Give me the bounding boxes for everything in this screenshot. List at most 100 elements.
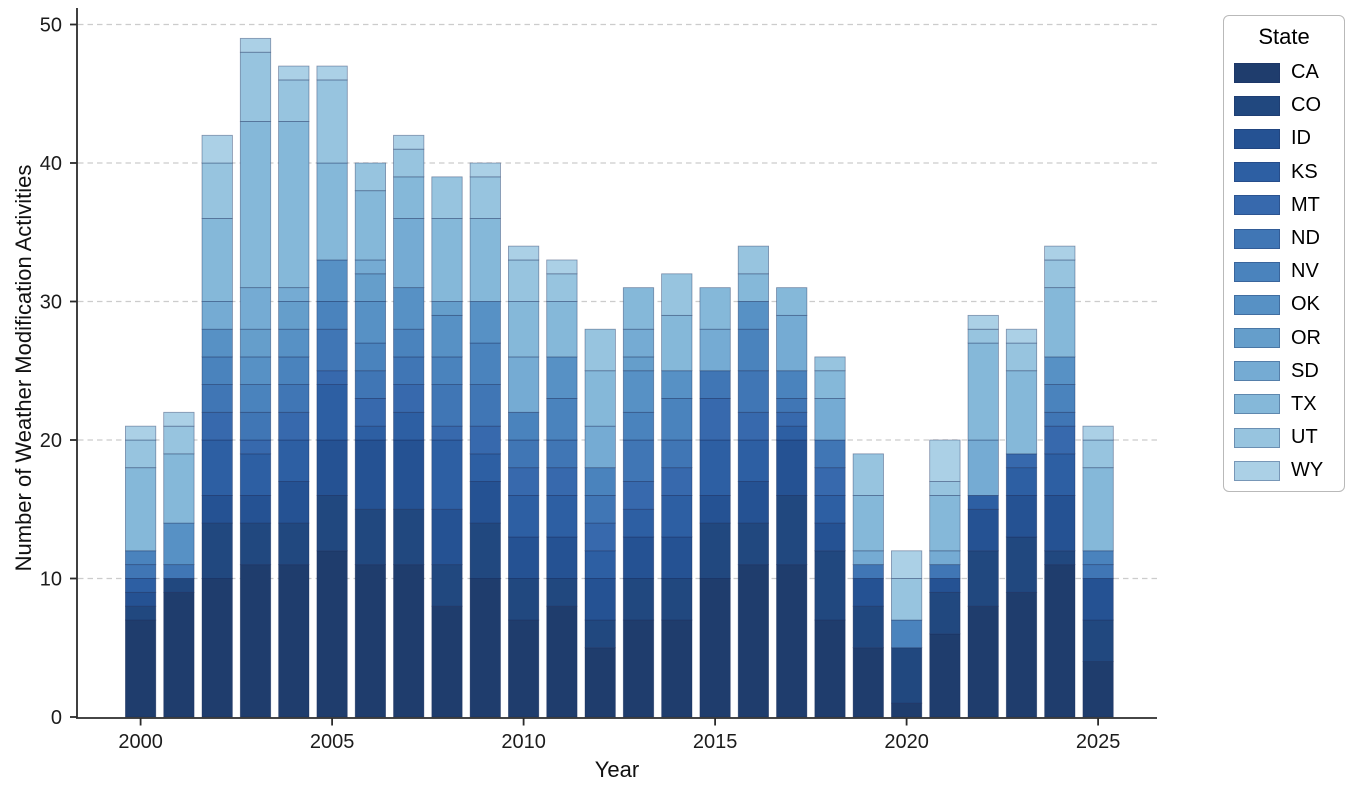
bar-segment-2024-NV (1044, 384, 1076, 413)
bar-segment-2008-CO (431, 564, 463, 607)
bar-segment-2004-WY (278, 65, 310, 81)
bar-segment-2006-CO (354, 508, 387, 566)
bar-segment-2022-TX (967, 342, 999, 441)
bar-segment-2015-CA (699, 578, 731, 718)
bar-segment-2005-NV (316, 301, 348, 330)
legend-label-MT: MT (1291, 193, 1320, 216)
bar-segment-2016-ND (737, 370, 770, 413)
bar-segment-2010-MT (507, 467, 540, 496)
bar-segment-2009-ID (469, 481, 501, 524)
bar-segment-2011-ID (546, 536, 578, 579)
bar-segment-2004-UT (278, 79, 310, 122)
legend-entries: CA CO ID KS MT ND NV OK OR SD TX UT WY (1234, 56, 1344, 487)
y-tick-label-20: 20 (40, 430, 62, 452)
y-axis-title: Number of Weather Modification Activitie… (11, 164, 36, 572)
bar-segment-2001-TX (163, 453, 195, 524)
legend-label-OR: OR (1291, 326, 1321, 349)
bar-segment-2010-SD (507, 356, 540, 413)
bar-segment-2013-MT (622, 481, 655, 510)
bar-segment-2003-SD (239, 287, 272, 330)
bar-segment-2000-ND (125, 564, 157, 579)
bar-segment-2016-MT (737, 411, 770, 441)
bar-segment-2022-UT (967, 328, 999, 344)
bar-segment-2003-KS (239, 453, 272, 496)
bar-segment-2023-CA (1005, 591, 1038, 718)
legend-swatch-NV (1234, 261, 1280, 282)
bar-segment-2017-TX (776, 287, 808, 316)
legend-label-TX: TX (1291, 392, 1317, 415)
bar-segment-2012-CA (584, 647, 616, 718)
bar-segment-2000-TX (125, 467, 157, 552)
bar-segment-2009-OK (469, 301, 501, 344)
bar-segment-2024-ID (1044, 494, 1076, 552)
bar-segment-2011-UT (546, 273, 578, 302)
y-tick-label-0: 0 (51, 707, 62, 729)
bar-segment-2012-SD (584, 425, 616, 469)
bar-segment-2012-TX (584, 370, 616, 427)
bar-segment-2000-UT (125, 439, 157, 469)
bar-segment-2012-NV (584, 467, 616, 496)
bar-segment-2004-MT (278, 411, 310, 441)
bar-segment-2011-MT (546, 467, 578, 496)
bar-segment-2023-KS (1005, 467, 1038, 496)
bar-segment-2018-ID (814, 522, 846, 552)
legend-entry-KS: KS (1234, 156, 1344, 189)
bar-segment-2020-UT (891, 578, 923, 621)
bar-segment-2014-ID (661, 536, 693, 579)
bar-segment-2018-MT (814, 467, 846, 496)
bar-segment-2023-ID (1005, 494, 1038, 538)
legend-label-ND: ND (1291, 227, 1320, 250)
bar-segment-2007-OK (393, 287, 425, 330)
bar-segment-2006-NV (354, 342, 387, 372)
bar-segment-2021-SD (929, 550, 961, 566)
bar-segment-2025-CO (1082, 619, 1114, 662)
bar-segment-2017-ID (776, 439, 808, 496)
bar-segment-2001-WY (163, 411, 195, 427)
bar-segment-2004-OK (278, 328, 310, 358)
bar-segment-2020-CO (891, 647, 923, 704)
bar-segment-2015-MT (699, 398, 731, 441)
bar-segment-2013-ID (622, 536, 655, 579)
bar-segment-2002-ND (201, 384, 233, 413)
bar-segment-2003-OR (239, 328, 272, 358)
x-tick-label-2015: 2015 (693, 731, 738, 753)
bar-segment-2007-ND (393, 356, 425, 385)
bar-segment-2021-CO (929, 591, 961, 635)
bar-segment-2000-KS (125, 578, 157, 593)
bar-segment-2021-TX (929, 494, 961, 552)
bar-segment-2003-WY (239, 37, 272, 53)
bar-segment-2004-KS (278, 439, 310, 482)
bar-segment-2022-WY (967, 314, 999, 330)
bar-segment-2009-NV (469, 342, 501, 385)
bar-segment-2005-TX (316, 162, 348, 261)
bar-segment-2010-NV (507, 411, 540, 441)
bar-segment-2009-MT (469, 425, 501, 455)
bar-segment-2005-CA (316, 550, 348, 718)
bar-segment-2002-CA (201, 578, 233, 718)
bar-segment-2009-CO (469, 522, 501, 579)
bar-segment-2016-KS (737, 439, 770, 482)
legend-swatch-ID (1234, 128, 1280, 149)
bar-segment-2000-NV (125, 550, 157, 566)
x-tick-label-2010: 2010 (501, 731, 546, 753)
bar-segment-2018-KS (814, 494, 846, 524)
bar-segment-2013-NV (622, 411, 655, 441)
bar-segment-2008-OR (431, 301, 463, 316)
legend-swatch-CO (1234, 95, 1280, 116)
bar-segment-2017-CA (776, 564, 808, 718)
bar-segment-2010-CO (507, 578, 540, 621)
legend-swatch-CA (1234, 62, 1280, 83)
bar-segment-2010-TX (507, 301, 540, 358)
bar-segment-2004-NV (278, 356, 310, 385)
bar-segment-2001-CA (163, 591, 195, 718)
bar-segment-2004-OR (278, 301, 310, 330)
legend-label-SD: SD (1291, 359, 1319, 382)
bar-segment-2010-WY (507, 245, 540, 261)
bar-segment-2025-NV (1082, 550, 1114, 566)
bar-segment-2014-KS (661, 494, 693, 538)
bar-segment-2024-OK (1044, 356, 1076, 385)
bar-segment-2005-ND (316, 328, 348, 372)
bar-segment-2015-KS (699, 439, 731, 496)
bar-segment-2022-KS (967, 494, 999, 510)
